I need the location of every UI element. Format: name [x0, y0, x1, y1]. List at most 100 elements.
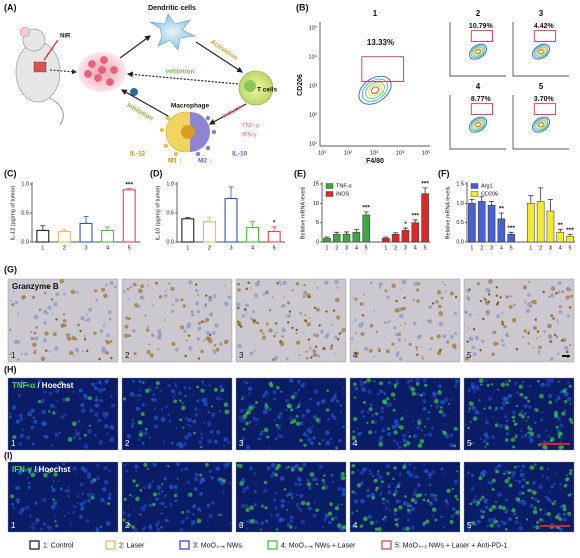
cell — [164, 505, 167, 509]
cell — [369, 403, 373, 406]
cell — [304, 444, 307, 447]
cell — [466, 526, 472, 532]
cell — [409, 504, 412, 508]
cell — [425, 519, 430, 524]
cell — [391, 382, 394, 385]
cell — [427, 472, 433, 477]
x-tick-label: 4 — [355, 245, 358, 251]
cell — [527, 425, 530, 427]
cell — [124, 324, 129, 329]
cell — [31, 442, 35, 446]
cell — [556, 319, 559, 322]
cell — [275, 331, 278, 334]
cell — [491, 478, 496, 483]
legend-swatch — [267, 540, 278, 550]
cell — [98, 398, 104, 403]
plot-axes — [319, 22, 430, 147]
cell — [554, 399, 558, 403]
cell — [404, 322, 407, 325]
cell — [161, 483, 164, 486]
cell — [137, 304, 141, 309]
gate — [533, 103, 557, 115]
cell — [476, 282, 480, 286]
cell — [378, 475, 383, 480]
cell — [386, 471, 390, 476]
cell — [245, 445, 251, 450]
cell — [271, 296, 274, 298]
cell — [81, 408, 86, 414]
panel-label: (E) — [294, 168, 306, 178]
cell — [155, 381, 160, 386]
cell — [242, 490, 245, 493]
cell — [557, 416, 562, 421]
cell — [285, 466, 289, 470]
panel-label: (A) — [4, 2, 17, 12]
cell — [393, 326, 397, 330]
bar — [267, 231, 281, 243]
cell — [138, 288, 143, 294]
cell — [48, 410, 51, 413]
x-tick-label: 2 — [208, 245, 211, 251]
cell — [474, 495, 477, 498]
cell — [43, 291, 47, 295]
stain — [431, 302, 435, 305]
cell — [494, 423, 499, 427]
cell — [381, 428, 386, 433]
cell — [489, 481, 493, 486]
cell — [36, 467, 41, 473]
cell — [396, 442, 399, 446]
cell — [213, 343, 217, 347]
cell — [387, 381, 392, 385]
cell — [198, 440, 203, 445]
cell — [488, 508, 493, 513]
cell — [199, 433, 203, 436]
density — [469, 43, 487, 60]
cell — [341, 425, 345, 429]
cell — [558, 517, 563, 521]
stain — [208, 333, 212, 337]
cell — [368, 348, 373, 353]
cell — [223, 339, 229, 345]
stain — [243, 308, 247, 311]
axis-label: CD206 — [297, 74, 304, 96]
cell — [412, 298, 416, 302]
cell — [83, 444, 89, 450]
cell — [84, 395, 88, 399]
cell — [566, 474, 568, 477]
cell — [197, 326, 202, 331]
arrow — [126, 71, 239, 85]
y-tick-label: 0.5 — [21, 210, 29, 216]
cell — [128, 334, 132, 338]
cell — [95, 298, 98, 302]
cell — [289, 416, 293, 420]
cell — [241, 398, 244, 401]
cell — [285, 399, 289, 403]
cell — [438, 321, 444, 327]
cell — [532, 481, 537, 486]
cell — [100, 497, 105, 503]
stain — [472, 328, 476, 331]
cell — [443, 473, 446, 476]
plot-axes — [512, 22, 569, 77]
cell — [529, 503, 534, 509]
bar — [546, 210, 555, 243]
cell — [355, 351, 360, 356]
cell — [16, 501, 19, 504]
cell — [567, 288, 572, 292]
cell — [134, 394, 138, 398]
panel-label: (H) — [4, 364, 17, 374]
cell — [399, 313, 404, 319]
x-tick-label: 1 — [470, 245, 473, 251]
cell — [166, 519, 170, 523]
cell — [334, 506, 339, 511]
cell — [148, 343, 151, 346]
cell — [476, 500, 481, 505]
cytokine — [211, 129, 217, 135]
cell — [88, 424, 91, 427]
cell — [137, 438, 141, 441]
cell — [295, 502, 300, 507]
stain — [439, 349, 442, 352]
cell — [527, 416, 530, 419]
cell — [379, 389, 384, 394]
